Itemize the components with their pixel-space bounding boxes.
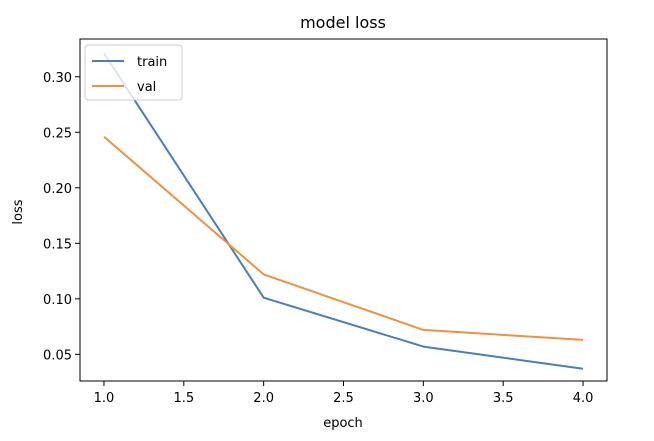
y-tick-label: 0.15 (43, 237, 72, 252)
y-tick-label: 0.25 (43, 126, 72, 141)
x-axis-label: epoch (323, 416, 363, 431)
x-tick-label: 3.5 (493, 391, 514, 406)
series-lines (103, 52, 584, 370)
x-axis-ticks: 1.0 1.5 2.0 2.5 3.0 3.5 4.0 (94, 381, 594, 406)
legend: train val (84, 44, 183, 101)
x-tick-label: 3.0 (413, 391, 434, 406)
legend-label-val: val (137, 80, 156, 95)
series-line-val (103, 135, 584, 341)
y-axis-label: loss (11, 199, 26, 224)
chart-title: model loss (300, 13, 386, 32)
x-tick-label: 1.5 (173, 391, 194, 406)
legend-box (84, 44, 183, 101)
x-tick-label: 4.0 (573, 391, 594, 406)
x-tick-label: 2.0 (253, 391, 274, 406)
x-tick-label: 2.5 (333, 391, 354, 406)
x-tick-label: 1.0 (94, 391, 115, 406)
y-tick-label: 0.05 (43, 348, 72, 363)
y-tick-label: 0.20 (43, 182, 72, 197)
y-tick-label: 0.10 (43, 293, 72, 308)
y-tick-label: 0.30 (43, 71, 72, 86)
series-line-train (103, 52, 584, 370)
legend-label-train: train (137, 55, 167, 70)
y-axis-ticks: 0.05 0.10 0.15 0.20 0.25 0.30 (43, 71, 80, 363)
